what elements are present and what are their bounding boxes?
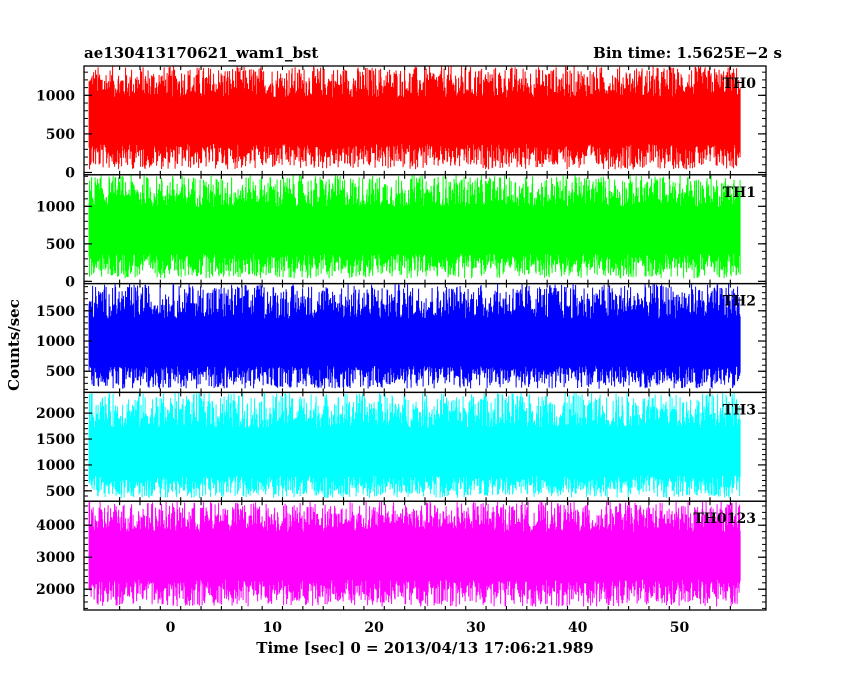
panel-label: TH3	[723, 402, 756, 418]
x-tick-label: 20	[364, 620, 384, 636]
series-th0	[88, 66, 741, 170]
y-tick-label: 4000	[36, 518, 75, 534]
y-tick-label: 1000	[36, 334, 75, 350]
y-tick-label: 500	[46, 237, 75, 253]
x-tick-label: 50	[670, 620, 690, 636]
series-th3	[88, 392, 741, 499]
y-tick-label: 500	[46, 127, 75, 143]
x-tick-label: 10	[263, 620, 283, 636]
y-tick-label: 1000	[36, 458, 75, 474]
chart-title: ae130413170621_wam1_bst	[84, 44, 319, 62]
y-tick-label: 500	[46, 364, 75, 380]
panel-label: TH0123	[693, 511, 756, 527]
y-tick-label: 1500	[36, 304, 75, 320]
y-tick-label: 1500	[36, 432, 75, 448]
y-tick-label: 2000	[36, 406, 75, 422]
x-tick-label: 0	[166, 620, 176, 636]
y-tick-label: 0	[65, 165, 75, 181]
x-axis-label: Time [sec] 0 = 2013/04/13 17:06:21.989	[256, 639, 594, 657]
y-tick-label: 2000	[36, 582, 75, 598]
series-th2	[88, 283, 741, 389]
series-th1	[88, 174, 741, 279]
x-tick-label: 30	[466, 620, 486, 636]
y-tick-label: 1000	[36, 88, 75, 104]
bin-time-label: Bin time: 1.5625E−2 s	[593, 44, 782, 62]
x-tick-label: 40	[568, 620, 588, 636]
y-tick-label: 0	[65, 274, 75, 290]
y-tick-label: 3000	[36, 550, 75, 566]
series-th0123	[88, 501, 741, 607]
y-axis-label: Counts/sec	[5, 299, 23, 391]
panel-label: TH1	[723, 185, 756, 201]
panel-label: TH2	[723, 294, 756, 310]
panel-label: TH0	[723, 76, 757, 92]
y-tick-label: 1000	[36, 199, 75, 215]
y-tick-label: 500	[46, 484, 75, 500]
